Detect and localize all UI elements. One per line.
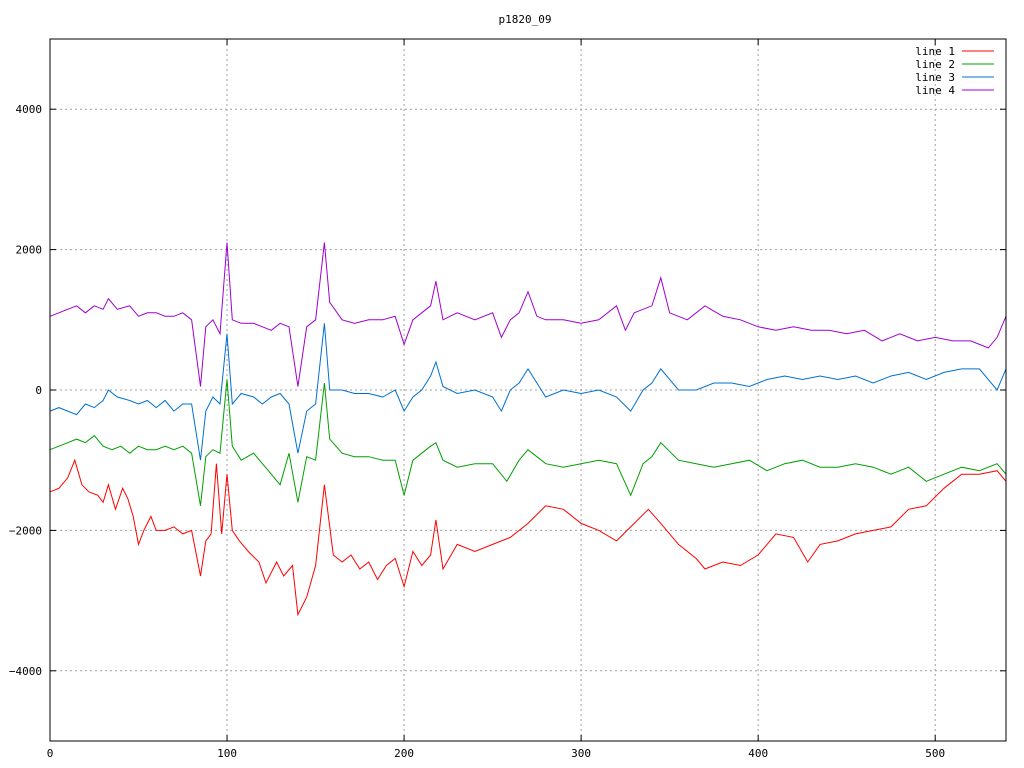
x-tick-label: 300 xyxy=(571,747,591,760)
y-tick-label: −4000 xyxy=(9,665,42,678)
series-line-2 xyxy=(49,379,1007,506)
x-tick-label: 100 xyxy=(217,747,237,760)
axis-ticks xyxy=(49,39,1006,741)
series-layer xyxy=(49,242,1007,617)
legend-label-4: line 4 xyxy=(915,84,955,97)
grid xyxy=(50,39,1006,741)
legend-label-1: line 1 xyxy=(915,45,955,58)
y-tick-label: −2000 xyxy=(9,524,42,537)
x-tick-label: 0 xyxy=(47,747,54,760)
legend-label-2: line 2 xyxy=(915,58,955,71)
series-line-1 xyxy=(49,458,1007,617)
y-axis-tick-labels: −4000 −2000 0 2000 4000 xyxy=(9,103,42,678)
legend-label-3: line 3 xyxy=(915,71,955,84)
x-tick-label: 200 xyxy=(394,747,414,760)
x-tick-label: 500 xyxy=(925,747,945,760)
y-tick-label: 0 xyxy=(35,384,42,397)
chart-title: p1820_09 xyxy=(499,13,552,26)
series-line-4 xyxy=(49,242,1007,387)
series-line-3 xyxy=(49,323,1007,461)
y-tick-label: 2000 xyxy=(16,244,43,257)
x-tick-label: 400 xyxy=(748,747,768,760)
plot-frame xyxy=(49,38,1007,742)
y-tick-label: 4000 xyxy=(16,103,43,116)
x-axis-tick-labels: 0 100 200 300 400 500 xyxy=(47,747,945,760)
